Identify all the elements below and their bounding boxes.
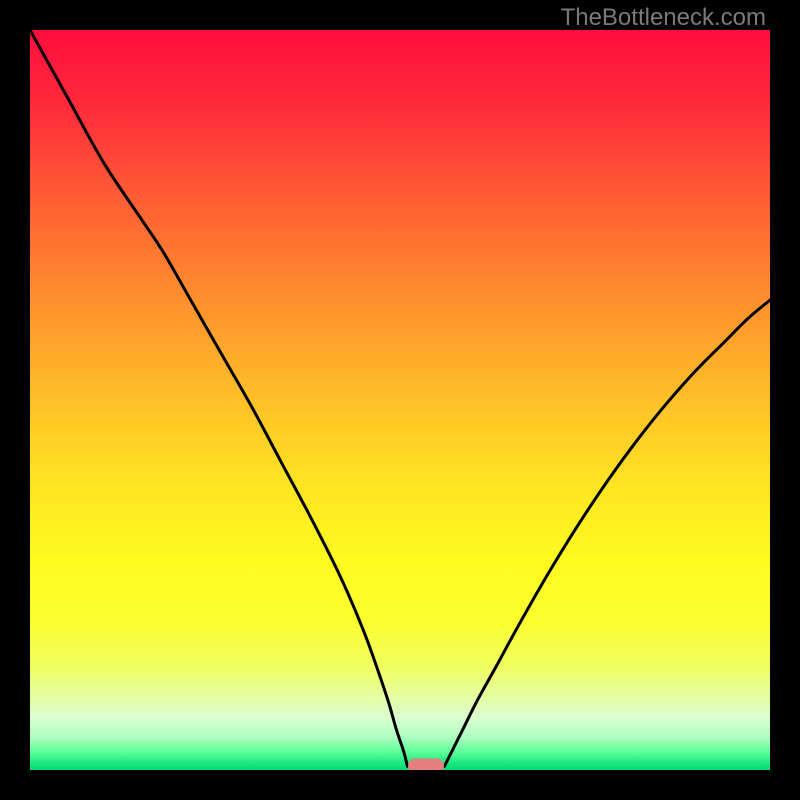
- watermark-text: TheBottleneck.com: [561, 4, 766, 32]
- plot-area: [30, 30, 770, 770]
- curve-left-branch: [30, 30, 407, 766]
- chart-frame: TheBottleneck.com: [0, 0, 800, 800]
- bottleneck-curve: [30, 30, 770, 770]
- optimal-marker: [408, 759, 444, 770]
- curve-right-branch: [444, 300, 770, 766]
